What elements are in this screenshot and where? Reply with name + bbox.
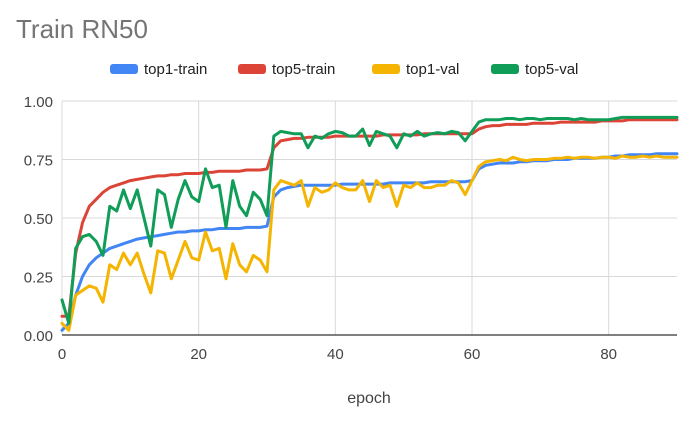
series-line-top5-train xyxy=(60,118,679,318)
axes: 0.00 0.25 0.50 0.75 1.00 0 20 40 60 80 xyxy=(24,94,677,363)
legend-swatch-top5-train xyxy=(238,64,266,74)
y-tick-label: 0.00 xyxy=(24,328,53,345)
x-tick-label: 0 xyxy=(58,346,66,363)
legend-swatch-top5-val xyxy=(491,64,519,74)
legend: top1-train top5-train top1-val top5-val xyxy=(110,61,578,78)
x-tick-label: 20 xyxy=(190,346,207,363)
chart-title: Train RN50 xyxy=(16,14,148,44)
legend-label-top5-val: top5-val xyxy=(525,61,578,78)
series-line-top1-val xyxy=(60,154,679,332)
legend-swatch-top1-val xyxy=(372,64,400,74)
series-line-top5-val xyxy=(60,115,679,325)
x-tick-label: 40 xyxy=(327,346,344,363)
legend-swatch-top1-train xyxy=(110,64,138,74)
y-tick-label: 0.25 xyxy=(24,270,53,287)
y-tick-label: 1.00 xyxy=(24,94,53,111)
legend-label-top1-train: top1-train xyxy=(144,61,207,78)
series-lines xyxy=(60,115,679,332)
y-tick-label: 0.50 xyxy=(24,211,53,228)
x-tick-label: 60 xyxy=(464,346,481,363)
x-axis-label: epoch xyxy=(347,390,391,407)
grid xyxy=(61,100,677,335)
x-tick-label: 80 xyxy=(600,346,617,363)
series-line-top1-train xyxy=(60,152,679,332)
y-tick-label: 0.75 xyxy=(24,153,53,170)
legend-label-top1-val: top1-val xyxy=(406,61,459,78)
legend-label-top5-train: top5-train xyxy=(272,61,335,78)
